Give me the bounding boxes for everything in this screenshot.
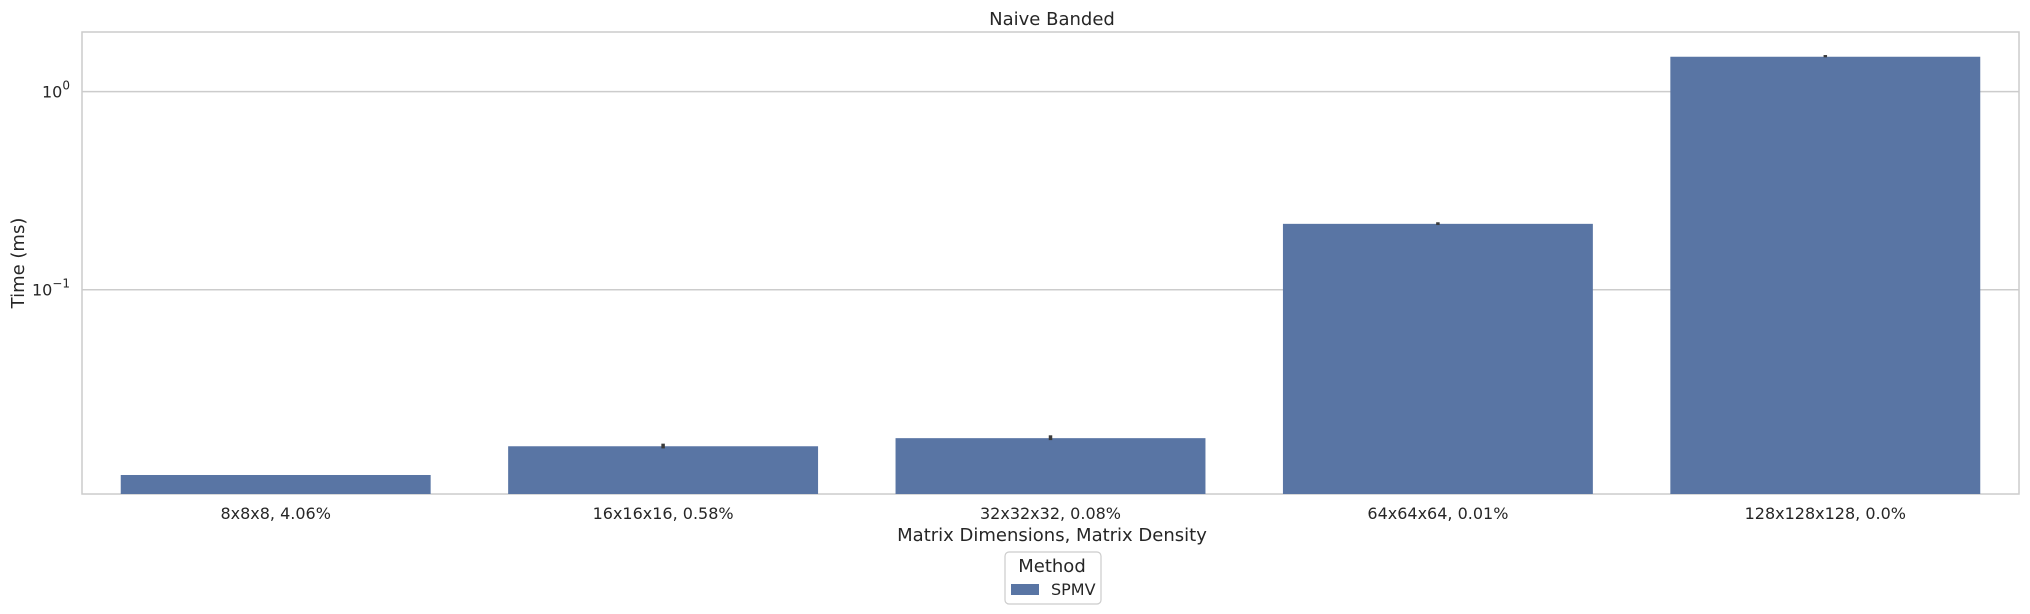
y-tick-label-0: 100 bbox=[42, 79, 70, 102]
chart-title: Naive Banded bbox=[989, 9, 1115, 30]
bar-0 bbox=[120, 474, 431, 494]
bar-1 bbox=[508, 446, 819, 494]
legend-title: Method bbox=[1018, 556, 1086, 577]
bar-2 bbox=[895, 438, 1206, 494]
bar-3 bbox=[1282, 223, 1593, 495]
legend-swatch-spmv bbox=[1011, 584, 1039, 595]
bars bbox=[120, 56, 1981, 495]
x-tick-label-2: 32x32x32, 0.08% bbox=[980, 504, 1121, 523]
x-tick-labels: 8x8x8, 4.06% 16x16x16, 0.58% 32x32x32, 0.0… bbox=[220, 504, 1906, 523]
bar-4 bbox=[1670, 56, 1981, 494]
x-tick-label-4: 128x128x128, 0.0% bbox=[1745, 504, 1906, 523]
x-tick-label-3: 64x64x64, 0.01% bbox=[1367, 504, 1508, 523]
x-axis-label: Matrix Dimensions, Matrix Density bbox=[897, 525, 1207, 546]
error-bars bbox=[661, 55, 1828, 449]
x-tick-label-1: 16x16x16, 0.58% bbox=[593, 504, 734, 523]
y-axis-label: Time (ms) bbox=[8, 218, 29, 310]
x-tick-label-0: 8x8x8, 4.06% bbox=[220, 504, 330, 523]
legend-label-spmv: SPMV bbox=[1051, 580, 1096, 599]
y-tick-label-1: 10−1 bbox=[32, 277, 70, 300]
legend: Method SPMV bbox=[1004, 551, 1102, 605]
y-tick-labels: 100 10−1 bbox=[32, 79, 70, 300]
